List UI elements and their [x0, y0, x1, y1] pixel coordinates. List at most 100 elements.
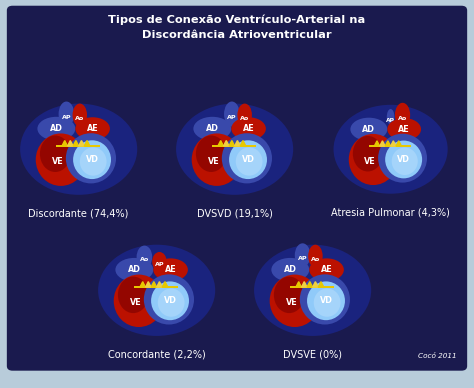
Polygon shape	[84, 140, 90, 146]
Ellipse shape	[109, 253, 157, 285]
Ellipse shape	[345, 113, 391, 144]
Text: Tipos de Conexão Ventrículo-Arterial na: Tipos de Conexão Ventrículo-Arterial na	[109, 14, 365, 24]
Ellipse shape	[32, 112, 79, 144]
Ellipse shape	[236, 147, 263, 176]
Ellipse shape	[158, 289, 184, 317]
Ellipse shape	[36, 133, 86, 186]
Polygon shape	[146, 282, 151, 287]
Polygon shape	[73, 140, 79, 146]
Ellipse shape	[392, 147, 418, 175]
Ellipse shape	[137, 246, 152, 268]
Polygon shape	[235, 140, 240, 146]
Text: VD: VD	[164, 296, 176, 305]
Polygon shape	[229, 140, 235, 146]
Polygon shape	[396, 141, 401, 146]
Ellipse shape	[98, 245, 215, 336]
FancyBboxPatch shape	[290, 286, 334, 289]
Polygon shape	[307, 282, 313, 287]
Ellipse shape	[196, 135, 227, 172]
Text: DVSVD (19,1%): DVSVD (19,1%)	[197, 208, 273, 218]
Text: Ao: Ao	[240, 116, 249, 121]
Polygon shape	[296, 282, 301, 287]
Ellipse shape	[350, 118, 387, 141]
Polygon shape	[162, 282, 168, 287]
Text: Cocó 2011: Cocó 2011	[418, 353, 457, 359]
Text: VD: VD	[319, 296, 332, 305]
Ellipse shape	[73, 140, 111, 179]
Text: AP: AP	[227, 115, 237, 120]
Ellipse shape	[231, 117, 266, 140]
Polygon shape	[67, 140, 73, 146]
Ellipse shape	[176, 104, 293, 195]
Polygon shape	[79, 140, 84, 146]
Ellipse shape	[309, 258, 344, 281]
Text: AD: AD	[206, 124, 219, 133]
Ellipse shape	[265, 253, 313, 285]
Ellipse shape	[237, 104, 252, 126]
FancyBboxPatch shape	[134, 286, 178, 289]
Polygon shape	[374, 141, 380, 146]
Polygon shape	[240, 140, 246, 146]
Ellipse shape	[73, 104, 87, 126]
Text: VD: VD	[397, 155, 410, 164]
Ellipse shape	[309, 254, 350, 284]
Polygon shape	[301, 282, 307, 287]
Ellipse shape	[387, 109, 394, 125]
Ellipse shape	[308, 245, 323, 267]
Text: AP: AP	[155, 262, 164, 267]
Ellipse shape	[307, 281, 345, 320]
Polygon shape	[62, 140, 67, 146]
Ellipse shape	[229, 140, 267, 179]
Ellipse shape	[37, 117, 75, 140]
Ellipse shape	[188, 112, 235, 144]
Ellipse shape	[270, 275, 320, 327]
Ellipse shape	[20, 104, 137, 195]
Polygon shape	[140, 282, 146, 287]
Polygon shape	[218, 140, 223, 146]
Polygon shape	[385, 141, 391, 146]
Ellipse shape	[118, 277, 148, 313]
FancyBboxPatch shape	[56, 145, 100, 147]
Text: AD: AD	[284, 265, 297, 274]
Ellipse shape	[230, 113, 272, 142]
Text: AP: AP	[62, 115, 71, 120]
Text: AE: AE	[321, 265, 332, 274]
Ellipse shape	[274, 277, 304, 313]
FancyBboxPatch shape	[369, 145, 411, 147]
Ellipse shape	[353, 136, 383, 171]
Ellipse shape	[222, 133, 272, 184]
Text: VD: VD	[242, 155, 255, 164]
Ellipse shape	[191, 133, 242, 186]
Ellipse shape	[144, 274, 194, 324]
Text: Atresia Pulmonar (4,3%): Atresia Pulmonar (4,3%)	[331, 207, 450, 217]
Text: Ao: Ao	[311, 257, 320, 262]
Ellipse shape	[114, 275, 164, 327]
Ellipse shape	[153, 258, 188, 281]
Polygon shape	[391, 141, 396, 146]
Text: AP: AP	[298, 256, 308, 261]
Text: Ao: Ao	[398, 116, 407, 121]
Text: AE: AE	[87, 124, 99, 133]
Text: Discordância Atrioventricular: Discordância Atrioventricular	[142, 30, 332, 40]
Text: DVSVE (0%): DVSVE (0%)	[283, 350, 342, 360]
Text: Discordante (74,4%): Discordante (74,4%)	[28, 208, 129, 218]
Ellipse shape	[224, 102, 240, 126]
Ellipse shape	[387, 118, 421, 140]
Text: AD: AD	[128, 265, 141, 274]
Text: VD: VD	[86, 155, 99, 164]
Ellipse shape	[75, 117, 110, 140]
Text: AE: AE	[165, 265, 176, 274]
Ellipse shape	[386, 114, 427, 143]
Ellipse shape	[395, 103, 410, 127]
Ellipse shape	[153, 254, 194, 284]
Text: AD: AD	[50, 124, 63, 133]
Text: AP: AP	[386, 118, 395, 123]
Text: Ao: Ao	[75, 116, 84, 121]
Polygon shape	[313, 282, 318, 287]
Ellipse shape	[193, 117, 231, 140]
Text: VE: VE	[130, 298, 141, 307]
Text: Concordante (2,2%): Concordante (2,2%)	[108, 350, 206, 360]
Polygon shape	[156, 282, 162, 287]
Ellipse shape	[151, 281, 189, 320]
FancyBboxPatch shape	[212, 145, 256, 147]
